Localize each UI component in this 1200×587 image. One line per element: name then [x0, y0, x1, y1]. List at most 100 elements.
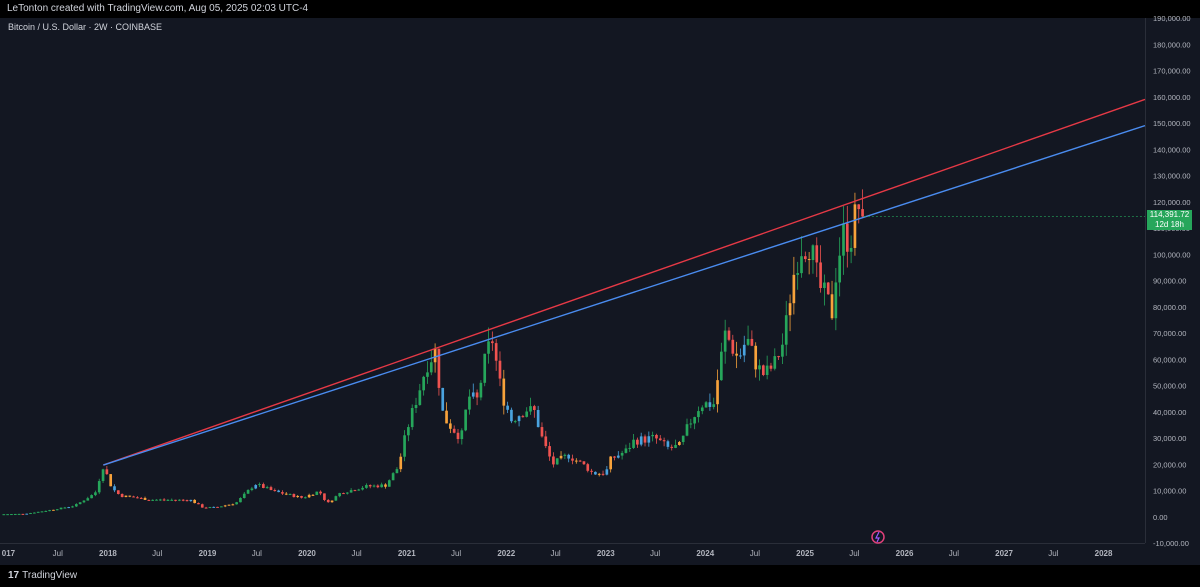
candle[interactable]	[853, 204, 857, 248]
candle[interactable]	[414, 404, 418, 409]
candle[interactable]	[151, 499, 155, 501]
candle[interactable]	[597, 473, 601, 475]
candle[interactable]	[601, 473, 605, 475]
candle[interactable]	[90, 495, 93, 499]
candle[interactable]	[220, 506, 223, 508]
candle[interactable]	[52, 509, 55, 511]
candle[interactable]	[613, 456, 616, 458]
candle[interactable]	[155, 499, 158, 501]
price-axis[interactable]	[1145, 18, 1200, 565]
candle[interactable]	[742, 344, 746, 356]
candle[interactable]	[563, 454, 567, 456]
candle[interactable]	[97, 481, 101, 493]
candle[interactable]	[475, 392, 479, 398]
tradingview-logo[interactable]: 17 TradingView	[8, 570, 77, 581]
candle[interactable]	[319, 491, 322, 494]
red-trendline[interactable]	[103, 98, 1146, 466]
candle[interactable]	[200, 504, 204, 508]
candle[interactable]	[277, 490, 280, 493]
candle[interactable]	[510, 409, 513, 422]
candle[interactable]	[365, 485, 368, 488]
candle[interactable]	[185, 500, 189, 502]
candle[interactable]	[326, 499, 330, 503]
candle[interactable]	[44, 510, 48, 512]
candle[interactable]	[227, 504, 231, 506]
candle[interactable]	[636, 439, 639, 445]
candle[interactable]	[353, 490, 357, 492]
candle[interactable]	[811, 245, 815, 261]
candle[interactable]	[666, 441, 670, 447]
candle[interactable]	[849, 247, 853, 252]
candle[interactable]	[819, 262, 822, 289]
candle[interactable]	[387, 480, 391, 487]
candle[interactable]	[120, 493, 124, 498]
candle[interactable]	[330, 500, 334, 503]
candle[interactable]	[529, 406, 532, 412]
candle[interactable]	[655, 434, 658, 439]
candle[interactable]	[242, 493, 246, 499]
candle[interactable]	[410, 408, 414, 428]
candle[interactable]	[689, 423, 693, 425]
candle[interactable]	[445, 410, 448, 424]
candle[interactable]	[63, 507, 67, 509]
candle[interactable]	[678, 442, 681, 445]
candle[interactable]	[773, 356, 777, 369]
candle[interactable]	[407, 427, 410, 436]
candle[interactable]	[441, 387, 445, 411]
candle[interactable]	[781, 344, 784, 357]
candle[interactable]	[193, 499, 196, 504]
candle[interactable]	[13, 513, 17, 515]
candle[interactable]	[662, 440, 666, 442]
candle[interactable]	[632, 439, 635, 448]
candle[interactable]	[609, 456, 613, 470]
candle[interactable]	[132, 496, 135, 498]
candle[interactable]	[674, 444, 677, 448]
candle[interactable]	[582, 461, 586, 465]
candle[interactable]	[273, 490, 277, 492]
candle[interactable]	[101, 469, 105, 482]
candle[interactable]	[357, 489, 361, 491]
candle[interactable]	[838, 255, 842, 283]
candle[interactable]	[166, 499, 170, 501]
candle[interactable]	[517, 416, 521, 422]
candle[interactable]	[40, 511, 44, 513]
candle[interactable]	[258, 484, 261, 486]
candle[interactable]	[559, 455, 563, 459]
candle[interactable]	[720, 351, 723, 381]
candle[interactable]	[616, 455, 620, 458]
candle[interactable]	[605, 469, 609, 475]
candle[interactable]	[639, 436, 643, 445]
candle[interactable]	[624, 448, 628, 453]
candle[interactable]	[48, 510, 51, 512]
candle[interactable]	[765, 365, 769, 375]
candle[interactable]	[658, 438, 662, 441]
candle[interactable]	[449, 423, 452, 429]
candle[interactable]	[670, 446, 674, 448]
candle[interactable]	[548, 446, 551, 457]
candle[interactable]	[483, 353, 487, 383]
candle[interactable]	[246, 490, 250, 494]
candle[interactable]	[464, 409, 467, 431]
candle[interactable]	[254, 485, 258, 489]
candle[interactable]	[758, 365, 761, 370]
candle[interactable]	[380, 484, 384, 488]
candle[interactable]	[704, 402, 708, 408]
candle[interactable]	[323, 493, 326, 500]
candle[interactable]	[74, 504, 78, 507]
candle[interactable]	[460, 430, 464, 440]
candle[interactable]	[262, 484, 265, 488]
candle[interactable]	[567, 454, 571, 459]
candle[interactable]	[338, 493, 342, 497]
candle[interactable]	[181, 499, 185, 501]
candle[interactable]	[803, 256, 807, 260]
candle[interactable]	[429, 362, 433, 373]
candle[interactable]	[292, 494, 296, 498]
candle[interactable]	[437, 348, 441, 388]
candle[interactable]	[391, 473, 395, 481]
candle[interactable]	[823, 282, 826, 289]
candle[interactable]	[456, 432, 460, 440]
candle[interactable]	[830, 294, 834, 319]
candle[interactable]	[158, 499, 162, 501]
candle[interactable]	[197, 503, 200, 505]
candle[interactable]	[162, 499, 166, 501]
